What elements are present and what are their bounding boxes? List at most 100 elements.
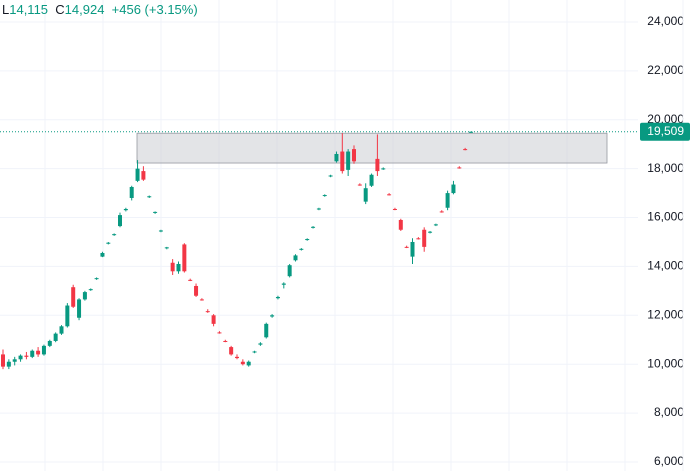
candle-body: [18, 355, 23, 360]
candle-body: [392, 208, 397, 210]
candle-body: [363, 188, 368, 202]
candle-body: [299, 248, 304, 250]
candle-body: [1, 354, 5, 367]
candle-body: [141, 171, 146, 180]
candle-body: [147, 196, 152, 198]
candle-body: [316, 208, 321, 210]
y-tick-label: 8,000: [654, 405, 684, 419]
candle-body: [258, 343, 263, 345]
y-tick-label: 12,000: [647, 307, 684, 321]
low-value: 14,115: [9, 2, 49, 17]
candle-body: [293, 255, 298, 261]
candle-body: [322, 195, 327, 197]
candle-body: [433, 224, 438, 226]
candle-body: [205, 311, 210, 313]
candle-body: [94, 278, 99, 280]
candle-body: [235, 356, 239, 359]
candle-body: [387, 194, 392, 196]
candle-body: [334, 153, 339, 162]
last-price-box: [640, 122, 690, 141]
candle-body: [328, 175, 333, 177]
close-value: 14,924: [64, 2, 105, 17]
candle-body: [463, 149, 468, 151]
candle-body: [129, 186, 134, 198]
candle-body: [182, 244, 187, 272]
ohlc-legend: L14,115 C14,924 +456 (+3.15%): [2, 2, 198, 17]
candle-body: [369, 174, 374, 186]
candle-body: [422, 229, 427, 247]
candle-body: [416, 238, 421, 240]
candle-body: [153, 211, 158, 213]
candle-body: [375, 158, 380, 172]
candle-body: [445, 193, 450, 208]
candle-body: [240, 361, 245, 365]
candle-body: [36, 350, 41, 355]
candle-body: [77, 299, 82, 318]
candle-body: [53, 333, 58, 341]
candle-body: [170, 262, 175, 272]
candle-body: [211, 315, 216, 324]
candle-body: [158, 230, 163, 232]
candle-body: [281, 283, 286, 285]
candle-body: [305, 239, 310, 241]
candle-body: [217, 332, 222, 334]
candle-body: [223, 340, 228, 342]
candle-body: [352, 149, 356, 162]
candle-body: [123, 208, 128, 211]
candle-body: [381, 168, 386, 170]
candle-body: [24, 355, 29, 357]
candle-body: [164, 247, 169, 249]
candle-body: [12, 359, 17, 362]
zone: [136, 132, 608, 164]
candle-body: [246, 361, 251, 366]
candle-body: [88, 289, 93, 291]
candle-body: [100, 252, 105, 257]
candle-body: [59, 326, 64, 334]
candle-body: [270, 315, 275, 317]
y-tick-label: 22,000: [647, 63, 684, 77]
candle-body: [457, 167, 462, 169]
candle-body: [410, 241, 415, 257]
candle-body: [82, 292, 87, 300]
candle-body: [106, 242, 111, 244]
candle-body: [188, 279, 193, 281]
y-tick-label: 24,000: [647, 14, 684, 28]
candle-body: [47, 340, 52, 346]
low-label: L: [2, 2, 10, 17]
candle-body: [439, 211, 444, 213]
candle-body: [287, 265, 292, 277]
candle-body: [404, 246, 409, 248]
y-tick-label: 10,000: [647, 356, 684, 370]
candle-body: [229, 347, 234, 355]
candle-body: [357, 184, 362, 186]
y-tick-label: 18,000: [647, 161, 684, 175]
candle-body: [118, 215, 122, 227]
candle-body: [112, 234, 117, 236]
close-label: C: [55, 2, 65, 17]
candle-body: [135, 168, 140, 181]
candle-body: [264, 323, 269, 338]
candle-body: [30, 350, 35, 357]
y-tick-label: 20,000: [647, 112, 684, 126]
candle-body: [398, 219, 403, 230]
candle-body: [71, 287, 76, 307]
candle-body: [340, 151, 345, 172]
candle-body: [252, 351, 257, 353]
y-tick-label: 14,000: [647, 259, 684, 273]
candle-body: [41, 345, 46, 355]
candle-body: [451, 184, 456, 194]
candle-body: [428, 231, 433, 233]
candle-body: [199, 299, 204, 301]
candle-body: [65, 305, 70, 327]
y-tick-label: 16,000: [647, 210, 684, 224]
candle-body: [346, 151, 351, 170]
candle-body: [311, 226, 316, 228]
candle-body: [275, 296, 280, 299]
last-price-label: 19,509: [647, 124, 684, 138]
candle-body: [6, 361, 11, 367]
candle-body: [194, 285, 199, 296]
change: +456 (+3.15%): [111, 2, 198, 17]
y-tick-label: 6,000: [654, 454, 684, 468]
